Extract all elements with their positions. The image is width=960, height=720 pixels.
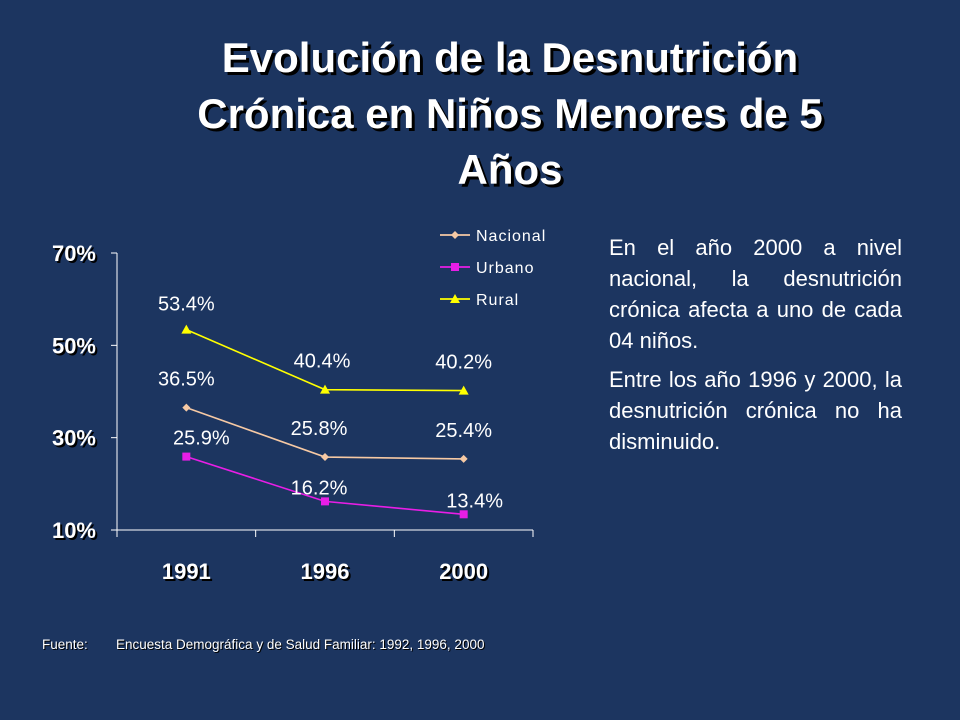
data-point-nacional: [321, 453, 329, 462]
data-point-rural: [320, 384, 330, 394]
data-point-nacional: [459, 454, 468, 463]
title-line-3: Años: [457, 146, 563, 193]
data-point-urbano: [182, 452, 191, 461]
data-point-urbano: [321, 497, 329, 506]
data-point-nacional: [182, 403, 191, 412]
source-text: Encuesta Demográfica y de Salud Familiar…: [116, 637, 485, 652]
line-chart: 70% 50% 30% 10% 1991 1996 2000 36.5% 25.8% 25.4% 2…: [52, 228, 546, 584]
page-title: Evolución de la Desnutrición Crónica en …: [90, 30, 930, 198]
commentary-paragraph-1: En el año 2000 a nivel nacional, la desn…: [609, 235, 902, 353]
commentary-text: En el año 2000 a nivel nacional, la desn…: [609, 232, 902, 465]
data-point-urbano: [459, 510, 468, 519]
data-point-rural: [181, 324, 192, 334]
y-tick-label: 50%: [52, 333, 96, 358]
commentary-paragraph-2: Entre los año 1996 y 2000, la desnutrici…: [609, 367, 902, 454]
data-label: 16.2%: [291, 477, 348, 499]
legend-label-rural: Rural: [476, 292, 519, 309]
x-tick-label: 1991: [162, 559, 211, 584]
data-label: 40.4%: [294, 351, 351, 373]
legend-marker-nacional: [451, 231, 459, 239]
data-label: 40.2%: [435, 352, 492, 374]
data-label: 25.8%: [291, 418, 348, 440]
y-tick-label: 70%: [52, 241, 96, 266]
legend-label-urbano: Urbano: [476, 260, 534, 277]
source-label: Fuente:: [42, 637, 88, 652]
x-tick-label: 1996: [301, 559, 350, 584]
y-tick-label: 30%: [52, 426, 96, 451]
legend-label-nacional: Nacional: [476, 228, 546, 245]
title-line-2: Crónica en Niños Menores de 5: [197, 90, 823, 137]
legend-marker-rural: [450, 294, 460, 303]
legend-marker-urbano: [451, 263, 459, 271]
data-label: 25.9%: [173, 428, 230, 450]
title-line-1: Evolución de la Desnutrición: [221, 34, 799, 81]
data-label: 53.4%: [158, 294, 215, 316]
source-note: Fuente: Encuesta Demográfica y de Salud F…: [42, 637, 484, 652]
data-label: 13.4%: [446, 490, 503, 512]
y-tick-label: 10%: [52, 518, 96, 543]
data-label: 36.5%: [158, 369, 215, 391]
x-tick-label: 2000: [439, 559, 488, 584]
data-point-rural: [458, 385, 469, 395]
data-label: 25.4%: [435, 420, 492, 442]
